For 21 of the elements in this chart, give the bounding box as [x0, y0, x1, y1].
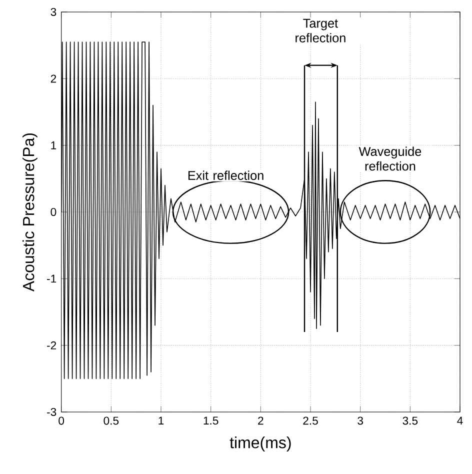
x-tick-label: 1.5 [204, 416, 218, 425]
annotation: Target reflection [296, 18, 346, 42]
x-tick-label: 2 [258, 416, 264, 425]
x-tick-label: 3.5 [402, 416, 418, 425]
x-tick-label: 2.5 [303, 416, 318, 425]
y-tick-label: -3 [47, 408, 56, 416]
x-tick-label: 1 [158, 416, 164, 425]
x-tick-label: 3 [358, 416, 363, 425]
x-tick-label: 0.5 [104, 416, 119, 425]
annotation: Waveguide reflection [358, 146, 422, 171]
y-tick-label: 3 [50, 8, 56, 16]
x-tick-label: 0 [58, 416, 64, 425]
y-tick-label: 1 [51, 141, 56, 150]
y-tick-label: 0 [50, 208, 56, 216]
x-axis-title: time(ms) [230, 436, 291, 452]
annotation: Exit reflection [188, 170, 264, 180]
y-tick-label: -2 [47, 341, 56, 350]
y-tick-label: 2 [50, 74, 56, 83]
y-tick-label: -1 [47, 274, 56, 283]
y-axis-title: Acoustic Pressure(Pa) [22, 133, 38, 292]
x-tick-label: 4 [457, 416, 463, 425]
